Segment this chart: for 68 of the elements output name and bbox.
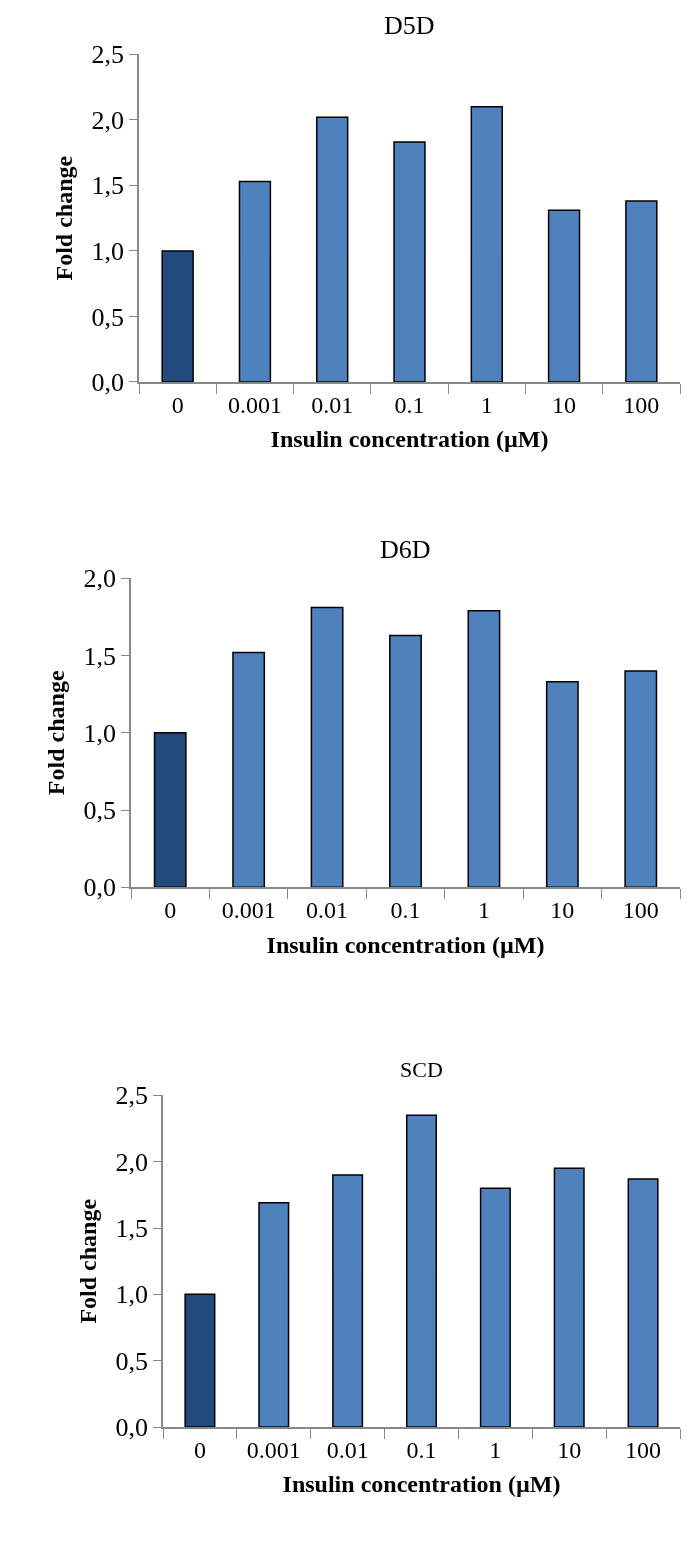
- y-tick-label: 0,5: [115, 1346, 149, 1376]
- bar: [467, 609, 501, 888]
- y-tick-label: 0,0: [83, 873, 117, 903]
- y-tick-label: 1,5: [91, 171, 125, 201]
- y-tick-label: 2,5: [91, 40, 125, 70]
- bar: [393, 141, 426, 382]
- x-axis-title: Insulin concentration (µM): [270, 426, 549, 453]
- x-tick-label: 0: [164, 896, 177, 923]
- bar: [232, 651, 266, 888]
- x-tick-label: 10: [552, 391, 577, 418]
- bar: [389, 634, 422, 888]
- bar: [238, 180, 272, 382]
- y-tick-label: 1,0: [115, 1280, 149, 1310]
- x-tick-label: 100: [622, 896, 659, 923]
- x-tick-label: 10: [550, 896, 575, 923]
- y-tick-label: 0,5: [91, 302, 125, 332]
- bar: [405, 1114, 438, 1428]
- x-axis-title: Insulin concentration (µM): [282, 1471, 561, 1498]
- x-tick-label: 0.01: [306, 896, 349, 923]
- chart-title: D6D: [380, 535, 431, 564]
- y-tick-label: 1,5: [115, 1214, 149, 1244]
- bar: [553, 1167, 585, 1428]
- x-tick-label: 1: [489, 1436, 502, 1463]
- x-tick-label: 10: [557, 1436, 582, 1463]
- y-tick-label: 1,0: [83, 718, 117, 748]
- chart-title: SCD: [400, 1057, 443, 1082]
- y-tick-label: 1,0: [91, 236, 125, 266]
- x-tick-label: 100: [623, 391, 660, 418]
- y-tick-label: 0,0: [91, 368, 125, 398]
- bar: [479, 1187, 511, 1428]
- y-tick-label: 2,5: [115, 1081, 149, 1111]
- x-tick-label: 0.001: [221, 896, 276, 923]
- y-tick-label: 2,0: [115, 1147, 149, 1177]
- y-tick-label: 2,0: [83, 564, 117, 594]
- x-axis-title: Insulin concentration (µM): [266, 931, 545, 958]
- bar: [547, 209, 581, 382]
- y-tick-label: 1,5: [83, 641, 117, 671]
- y-tick-label: 2,0: [91, 105, 125, 135]
- x-tick-label: 0.01: [326, 1436, 369, 1463]
- bar: [161, 250, 194, 382]
- y-axis-title: Fold change: [51, 155, 78, 281]
- x-tick-label: 0.001: [227, 391, 282, 418]
- bar: [470, 105, 503, 382]
- chart-title: D5D: [384, 11, 435, 40]
- bar: [153, 732, 187, 888]
- bar: [258, 1202, 290, 1428]
- y-axis-title: Fold change: [43, 670, 70, 796]
- x-tick-label: 0.1: [390, 896, 421, 923]
- x-tick-label: 0: [193, 1436, 206, 1463]
- x-tick-label: 1: [480, 391, 493, 418]
- x-tick-label: 0.001: [246, 1436, 301, 1463]
- bar: [624, 670, 658, 888]
- bar: [625, 200, 658, 382]
- bar: [545, 681, 579, 888]
- bar: [316, 116, 349, 382]
- y-tick-label: 0,5: [83, 796, 117, 826]
- y-axis-title: Fold change: [75, 1198, 102, 1324]
- bar: [310, 606, 344, 888]
- x-tick-label: 100: [625, 1436, 662, 1463]
- x-tick-label: 0: [171, 391, 184, 418]
- bar: [332, 1174, 364, 1428]
- bar: [184, 1293, 216, 1428]
- x-tick-label: 0.1: [406, 1436, 437, 1463]
- x-tick-label: 0.01: [311, 391, 354, 418]
- x-tick-label: 0.1: [394, 391, 425, 418]
- bar: [627, 1178, 659, 1428]
- y-tick-label: 0,0: [115, 1413, 149, 1443]
- x-tick-label: 1: [477, 896, 490, 923]
